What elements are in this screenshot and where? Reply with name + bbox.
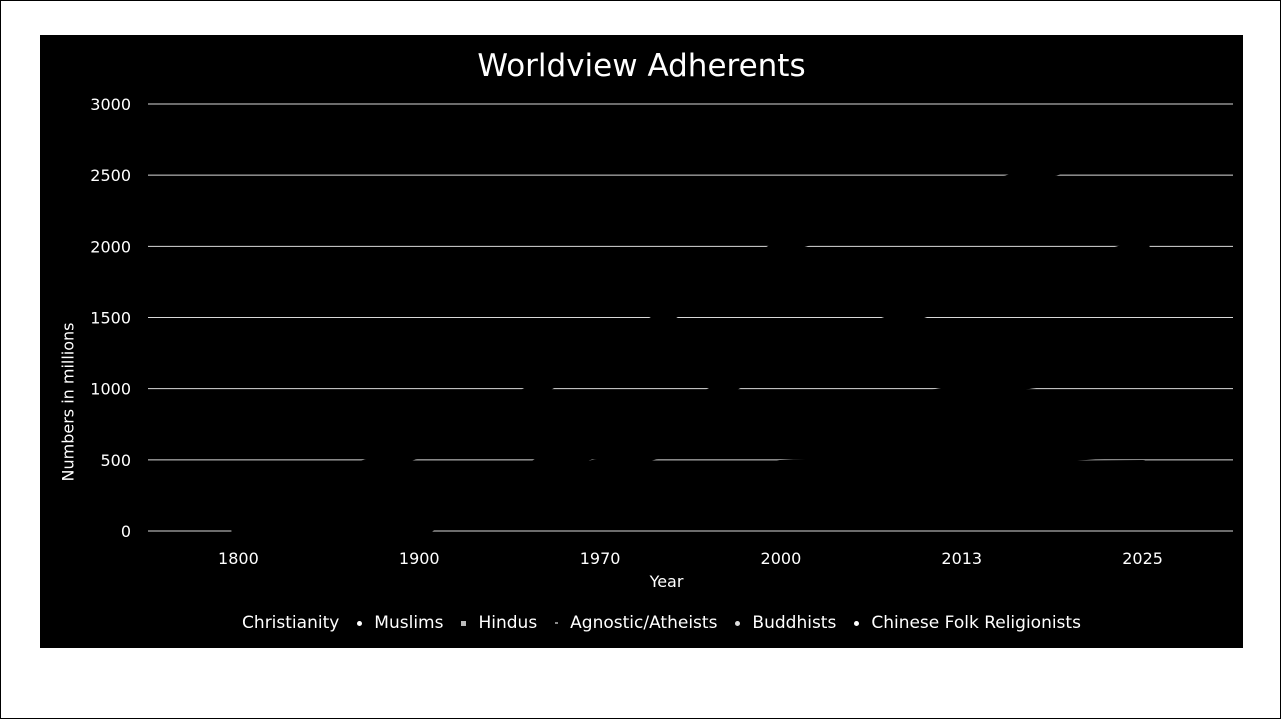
legend-item: Christianity xyxy=(242,613,339,633)
data-point xyxy=(956,292,967,303)
series-line xyxy=(231,403,1150,538)
x-tick-label: 1970 xyxy=(580,549,621,568)
legend-marker xyxy=(854,620,860,626)
data-point xyxy=(775,355,786,366)
legend-item: Buddhists xyxy=(735,613,836,633)
data-point xyxy=(414,471,425,482)
series-line xyxy=(231,136,1150,510)
y-tick-label: 2000 xyxy=(90,237,131,256)
data-point xyxy=(595,493,606,504)
legend-label: Buddhists xyxy=(752,613,837,633)
legend-item: Agnostic/Atheists xyxy=(555,613,717,633)
data-point xyxy=(1137,360,1148,371)
data-point xyxy=(775,417,786,428)
y-tick-label: 3000 xyxy=(90,95,131,114)
data-point xyxy=(595,426,606,437)
y-tick-label: 2500 xyxy=(90,166,131,185)
y-tick-label: 1500 xyxy=(90,309,131,328)
y-tick-label: 1000 xyxy=(90,380,131,399)
legend-label: Chinese Folk Religionists xyxy=(871,613,1081,633)
data-point xyxy=(414,525,425,536)
legend-marker xyxy=(461,620,467,626)
data-point xyxy=(233,525,244,536)
data-point xyxy=(956,463,967,474)
data-point xyxy=(233,511,244,522)
data-point xyxy=(775,407,786,418)
legend-marker xyxy=(555,622,559,624)
data-point xyxy=(1137,461,1148,472)
legend-item: Chinese Folk Religionists xyxy=(854,613,1081,633)
legend-item: Hindus xyxy=(461,613,537,633)
x-tick-label: 1800 xyxy=(218,549,259,568)
legend-label: Christianity xyxy=(242,613,340,633)
data-point xyxy=(956,386,967,397)
x-tick-label: 1900 xyxy=(399,549,440,568)
series-line xyxy=(231,358,1150,523)
data-point xyxy=(414,507,425,518)
chart-title: Worldview Adherents xyxy=(477,48,806,84)
legend-label: Agnostic/Atheists xyxy=(570,613,718,633)
legend-item: Muslims xyxy=(357,613,443,633)
legend-marker xyxy=(735,620,741,626)
data-point xyxy=(1137,405,1148,416)
x-tick-label: 2013 xyxy=(941,549,982,568)
x-axis-label: Year xyxy=(649,572,684,591)
legend-marker xyxy=(357,620,363,626)
data-point xyxy=(595,460,606,471)
y-tick-label: 0 xyxy=(121,522,131,541)
data-point xyxy=(1137,241,1148,252)
y-tick-label: 500 xyxy=(100,451,131,470)
legend-label: Muslims xyxy=(374,613,444,633)
series-line xyxy=(231,459,1150,524)
chart-area: Worldview Adherents Numbers in millions … xyxy=(40,35,1243,648)
legend-label: Hindus xyxy=(478,613,538,633)
data-point xyxy=(1137,444,1148,455)
data-point xyxy=(956,409,967,420)
data-point xyxy=(414,497,425,508)
x-tick-label: 2000 xyxy=(761,549,802,568)
data-point xyxy=(595,444,606,455)
plot-area: 0 500 1000 1500 2000 2500 3000 1800 1900 1970 2000… xyxy=(90,95,1233,568)
data-point xyxy=(775,471,786,482)
legend: Christianity Muslims Hindus Agnostic/Atheis… xyxy=(40,613,1243,633)
x-tick-label: 2025 xyxy=(1122,549,1163,568)
data-point xyxy=(775,461,786,472)
